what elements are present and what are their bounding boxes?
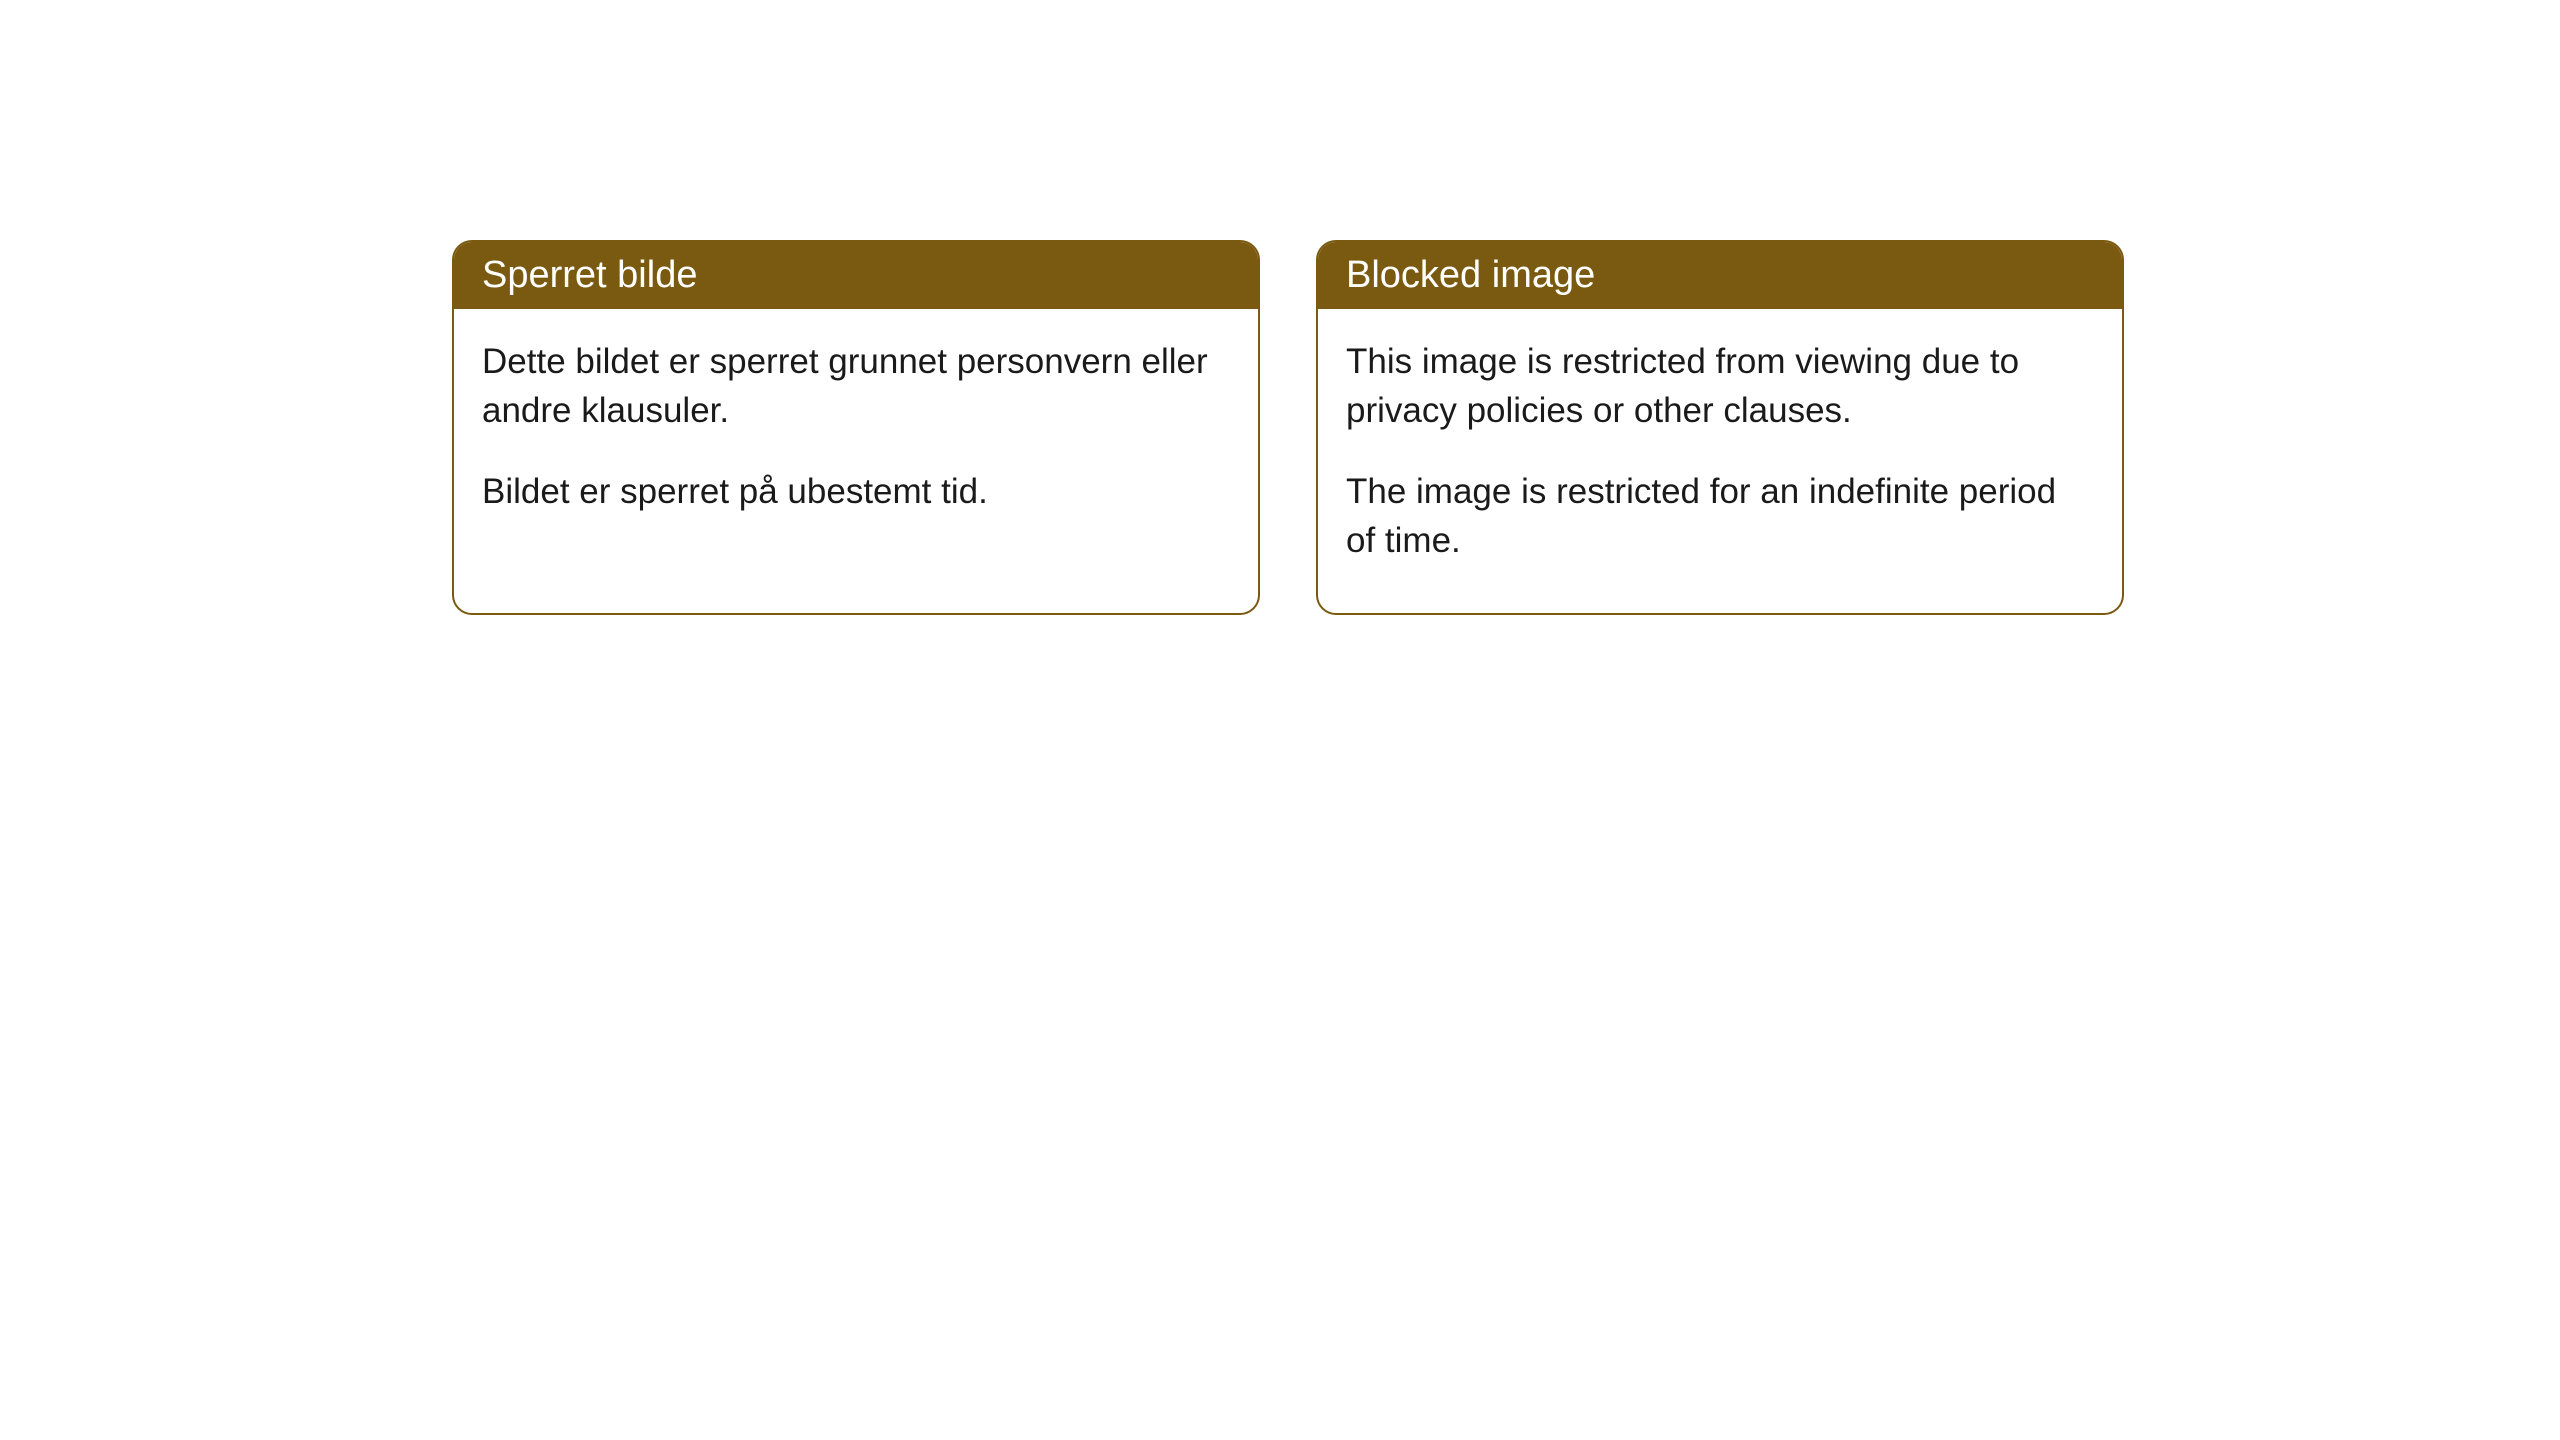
notice-cards-container: Sperret bilde Dette bildet er sperret gr…: [452, 240, 2124, 615]
card-text-english-2: The image is restricted for an indefinit…: [1346, 467, 2094, 565]
card-text-english-1: This image is restricted from viewing du…: [1346, 337, 2094, 435]
card-header-english: Blocked image: [1318, 242, 2122, 309]
card-text-norwegian-1: Dette bildet er sperret grunnet personve…: [482, 337, 1230, 435]
card-body-norwegian: Dette bildet er sperret grunnet personve…: [454, 309, 1258, 613]
card-title-english: Blocked image: [1346, 254, 1595, 296]
blocked-image-card-english: Blocked image This image is restricted f…: [1316, 240, 2124, 615]
card-text-norwegian-2: Bildet er sperret på ubestemt tid.: [482, 467, 1230, 516]
card-header-norwegian: Sperret bilde: [454, 242, 1258, 309]
card-title-norwegian: Sperret bilde: [482, 254, 697, 296]
blocked-image-card-norwegian: Sperret bilde Dette bildet er sperret gr…: [452, 240, 1260, 615]
card-body-english: This image is restricted from viewing du…: [1318, 309, 2122, 613]
